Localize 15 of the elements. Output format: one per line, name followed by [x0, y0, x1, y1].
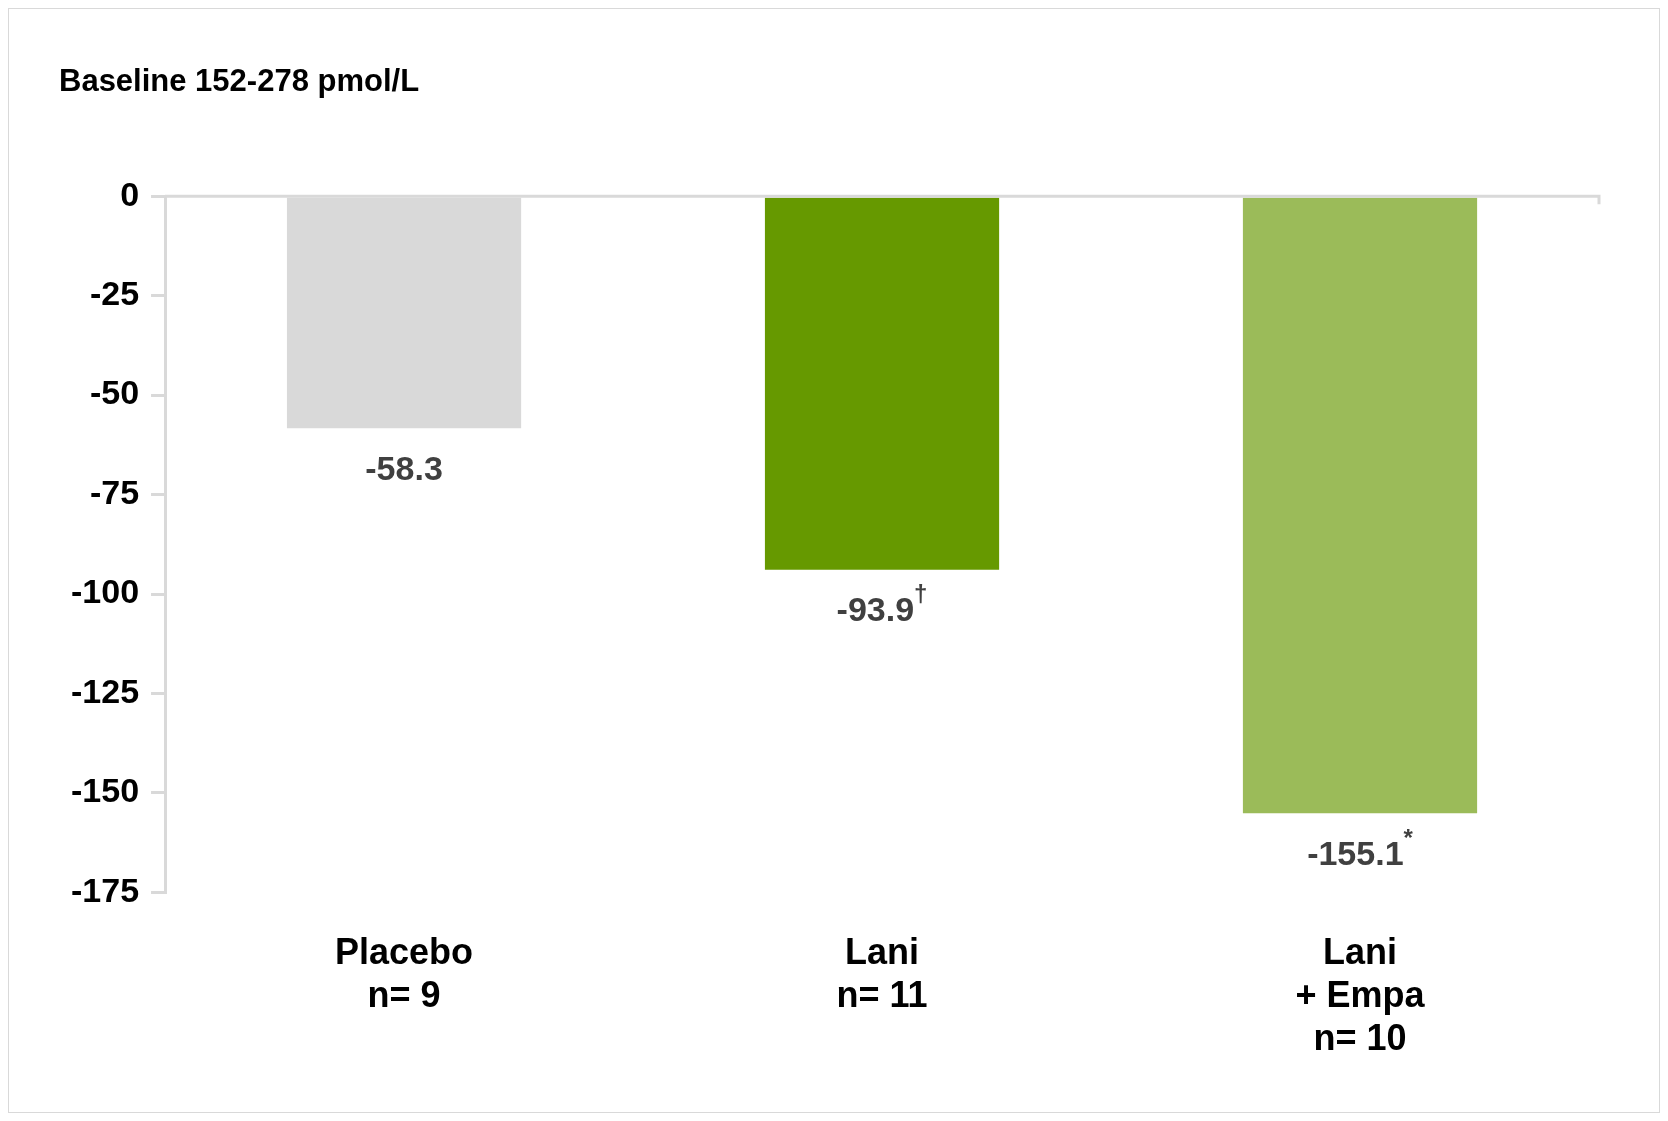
data-label: -93.9†	[836, 580, 928, 629]
x-tick-label: Placebo n= 9	[335, 930, 474, 1016]
y-tick-label: -125	[70, 671, 140, 710]
chart-title: Baseline 152-278 pmol/L	[59, 63, 420, 99]
y-tick-label: -175	[70, 870, 140, 909]
y-tick-label: -100	[70, 572, 140, 611]
data-label: -155.1*	[1307, 823, 1414, 872]
y-tick-label: 0	[120, 174, 140, 213]
x-tick-label: Lani + Empa n= 10	[1295, 930, 1426, 1059]
y-tick-label: -50	[89, 373, 140, 412]
x-tick-label: Lani n= 11	[836, 930, 928, 1016]
y-tick-label: -75	[89, 472, 140, 511]
y-tick-label: -25	[89, 274, 140, 313]
data-label: -58.3	[365, 448, 443, 487]
y-tick-label: -150	[70, 771, 140, 810]
